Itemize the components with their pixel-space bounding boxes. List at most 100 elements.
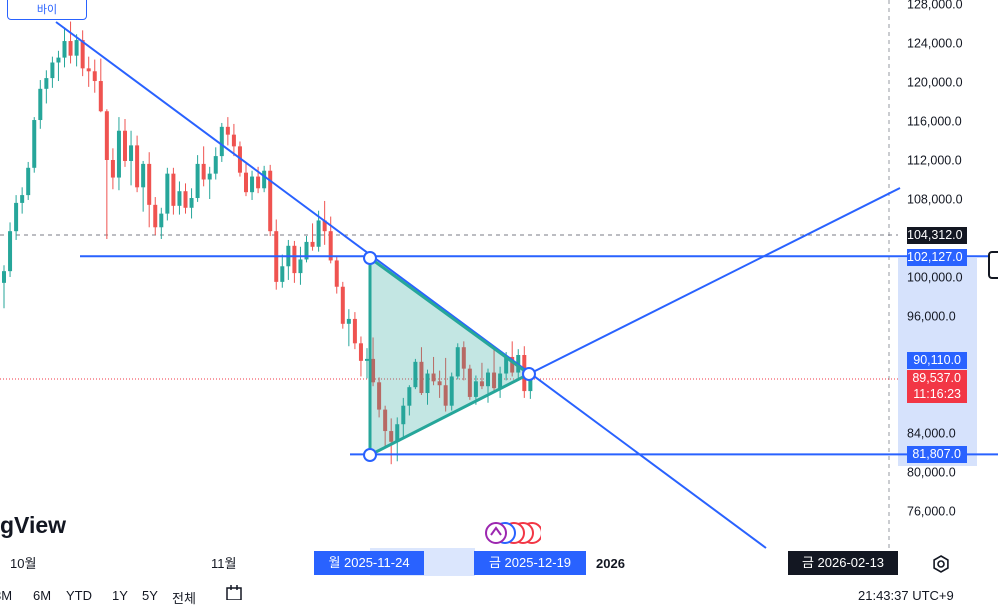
price-tick-label: 124,000.0 — [907, 37, 963, 51]
candle-body — [449, 376, 454, 406]
candle-body — [201, 163, 206, 180]
candle-body — [32, 120, 37, 168]
range-button-6m[interactable]: 6M — [33, 588, 52, 603]
candle-body — [498, 373, 503, 389]
candle-body — [86, 68, 91, 72]
candle-body — [334, 260, 339, 287]
current-price-tag: 89,537.0 — [907, 370, 967, 387]
triangle-anchor-handle — [363, 448, 377, 462]
candle-body — [437, 381, 442, 386]
descending-trendline — [55, 21, 767, 549]
price-tick-label: 116,000.0 — [907, 115, 962, 129]
candle-body — [74, 40, 79, 56]
range-button-ytd[interactable]: YTD — [66, 588, 92, 603]
candle-body — [165, 173, 170, 214]
candle-body — [304, 241, 309, 260]
candle-body — [510, 356, 515, 373]
candle-body — [123, 130, 127, 161]
candle-body — [2, 271, 6, 283]
candle-body — [389, 431, 394, 442]
candle-body — [219, 126, 224, 157]
candle-body — [159, 213, 164, 228]
drawing-handle-icon[interactable] — [988, 251, 998, 279]
candle-body — [340, 286, 345, 324]
candle-body — [213, 156, 218, 174]
triangle-anchor-handle — [522, 367, 536, 381]
candle-body — [268, 170, 273, 232]
lower-line-price-tag: 81,807.0 — [907, 446, 967, 463]
time-axis-label: 2026 — [596, 556, 625, 571]
events-icon[interactable] — [485, 521, 543, 545]
price-tick-label: 84,000.0 — [907, 427, 956, 441]
candle-body — [358, 343, 363, 361]
time-axis-label: 11월 — [211, 556, 236, 571]
candle-body — [110, 160, 115, 178]
candle-body — [225, 126, 230, 135]
candle-body — [177, 191, 182, 206]
candle-body — [147, 163, 152, 205]
candle-body — [104, 111, 109, 160]
last-high-price-tag: 104,312.0 — [907, 227, 967, 244]
end-date-tag: 금 2025-12-19 — [474, 551, 586, 575]
range-button-5y[interactable]: 5Y — [142, 588, 158, 603]
candle-body — [250, 176, 255, 193]
candle-body — [292, 245, 297, 274]
price-tick-label: 76,000.0 — [907, 505, 956, 519]
bottom-toolbar: 3M 6M YTD 1Y 5Y 전체 21:43:37 UTC+9 — [0, 584, 998, 606]
candle-body — [473, 381, 478, 397]
candle-body — [141, 163, 146, 188]
candle-body — [153, 204, 158, 228]
range-button-3m[interactable]: 3M — [0, 588, 13, 603]
candle-body — [298, 259, 303, 274]
buy-label[interactable]: 바이 — [7, 0, 87, 20]
candle-body — [20, 195, 25, 203]
watermark-logo: gView — [0, 512, 67, 538]
calendar-icon[interactable] — [225, 584, 243, 601]
candle-body — [38, 88, 43, 121]
upper-line-price-tag: 102,127.0 — [907, 249, 967, 266]
candle-body — [395, 424, 400, 442]
candle-body — [371, 358, 376, 383]
candle-body — [98, 81, 103, 112]
crosshair-date-tag: 금 2026-02-13 — [788, 551, 898, 575]
candle-body — [262, 170, 267, 189]
range-button-1y[interactable]: 1Y — [112, 588, 128, 603]
candle-body — [316, 220, 321, 247]
candle-body — [504, 356, 509, 374]
candle-body — [401, 405, 406, 425]
candle-body — [244, 172, 248, 193]
candle-body — [479, 381, 484, 387]
symmetrical-triangle — [368, 255, 532, 458]
candle-body — [322, 220, 327, 232]
candle-body — [486, 372, 490, 387]
clock-readout[interactable]: 21:43:37 UTC+9 — [858, 588, 954, 603]
candle-body — [195, 163, 200, 199]
candle-body — [171, 173, 176, 206]
candle-body — [310, 241, 315, 247]
range-button-all[interactable]: 전체 — [172, 591, 196, 606]
candle-body — [80, 40, 85, 69]
candle-body — [377, 382, 382, 410]
candle-body — [14, 202, 19, 232]
candle-body — [461, 347, 466, 369]
candle-body — [44, 78, 49, 89]
settings-icon[interactable] — [931, 554, 951, 574]
candle-body — [280, 266, 285, 282]
triangle-anchor-handle — [363, 251, 377, 265]
candle-body — [528, 379, 533, 392]
candle-body — [135, 145, 140, 188]
candle-body — [62, 41, 67, 58]
candle-body — [256, 176, 261, 189]
candle-body — [413, 361, 418, 388]
candle-body — [68, 41, 73, 56]
candle-body — [129, 145, 134, 161]
price-tick-label: 108,000.0 — [907, 193, 963, 207]
time-axis-label: 10월 — [10, 556, 36, 571]
candle-body — [467, 368, 472, 397]
candle-body — [352, 318, 357, 344]
price-tick-label: 112,000.0 — [907, 154, 962, 168]
price-tick-label: 96,000.0 — [907, 310, 956, 324]
candle-body — [365, 358, 369, 361]
